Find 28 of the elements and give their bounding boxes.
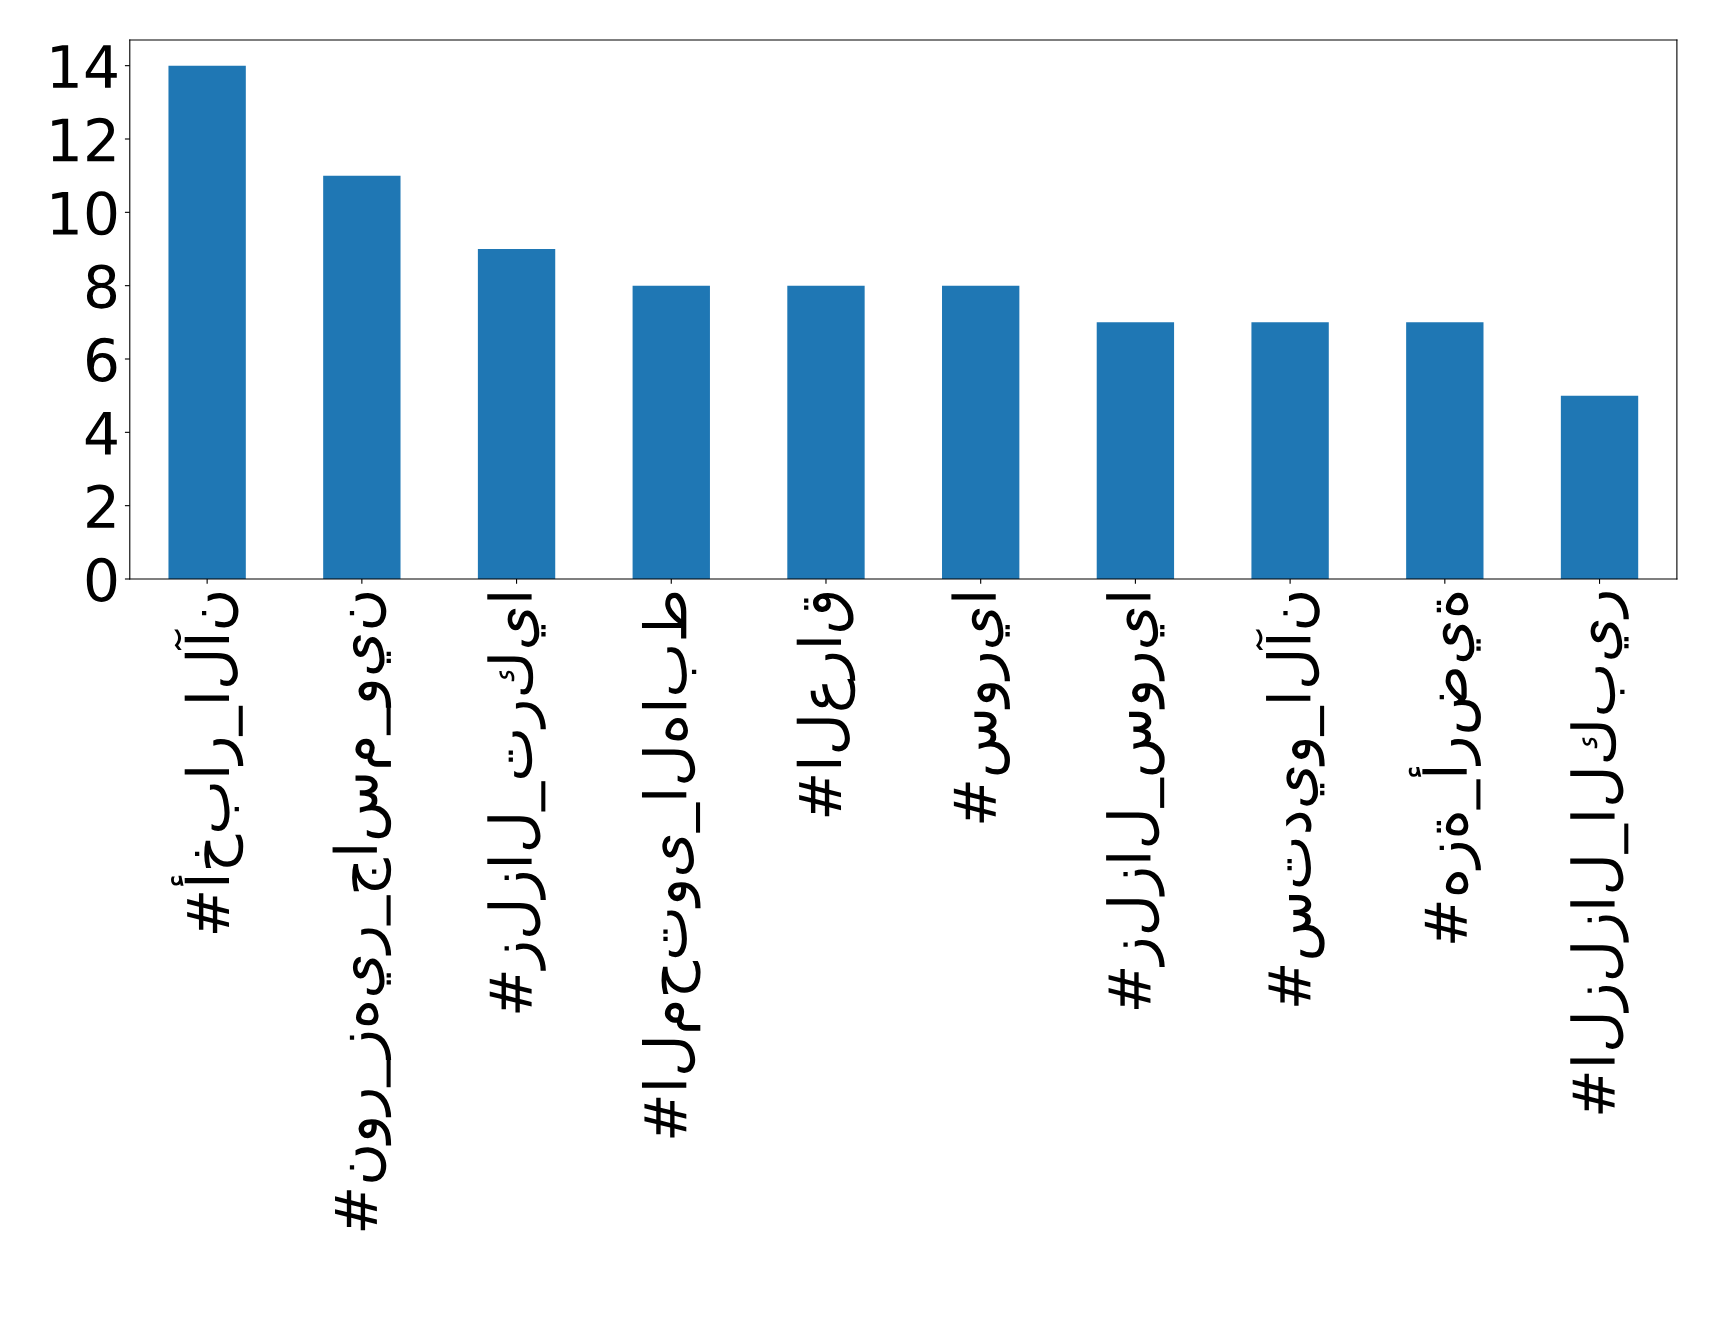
x-tick-label: #أخبار_الآن [171,593,244,934]
bar [632,285,710,579]
x-tick-label: #العراق [796,593,856,817]
bar [323,175,401,579]
bar [1251,322,1329,579]
bar [787,285,865,579]
y-tick-label: 0 [86,557,117,602]
x-tick-label: #زلزال_تركيا [487,594,546,1013]
bar [1560,395,1639,579]
x-tick-label: #سوريا [951,594,1010,823]
x-tick-label: #ستديو_الآن [1255,593,1325,1006]
y-tick-label: 12 [52,117,115,162]
bar [477,249,556,579]
bar [1096,322,1175,579]
x-tick-label: #المحتوى_الهابط [641,592,701,1138]
bar [1406,322,1484,579]
y-tick-label: 4 [85,411,117,455]
y-tick-label: 14 [52,45,117,88]
bar [942,285,1020,579]
bar [168,65,246,579]
y-tick-label: 10 [52,191,117,236]
x-tick-label: #نور_زهير_جاسم_وين [332,593,392,1231]
x-tick-label: #زلزال_سوريا [1106,594,1165,1009]
y-tick-label: 8 [86,264,117,309]
x-tick-label: #هزة_أرضية [1408,592,1481,943]
y-tick-label: 2 [87,484,115,528]
y-tick-label: 6 [87,337,117,382]
x-tick-label: #الزلزال_الكبير [1570,592,1629,1114]
